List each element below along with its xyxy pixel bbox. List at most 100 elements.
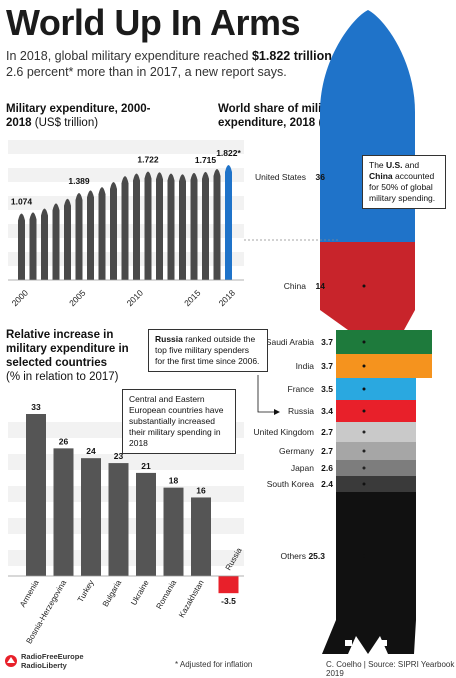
share-value-label: 3.5: [321, 384, 333, 394]
note-text: Central and Eastern European countries h…: [129, 394, 224, 448]
rocket-fins: [322, 620, 416, 654]
grid-band: [8, 140, 244, 154]
share-category-label: Germany: [279, 446, 315, 456]
increase-bar: [26, 414, 46, 576]
share-value-label: 3.4: [321, 406, 333, 416]
increase-category-label: Ukraine: [129, 578, 151, 607]
increase-data-label: 16: [196, 485, 206, 495]
rocket-nose-cone: [320, 10, 415, 112]
logo-line1: RadioFreeEurope: [21, 652, 84, 661]
expenditure-bar: [122, 176, 129, 280]
increase-data-label: 18: [169, 476, 179, 486]
share-category-label: Saudi Arabia: [266, 337, 314, 347]
increase-bar: [219, 576, 239, 593]
increase-data-label: 26: [59, 436, 69, 446]
share-category-label: France: [288, 384, 315, 394]
expenditure-data-label: 1.715: [195, 155, 217, 165]
rocket-segment: [336, 378, 416, 400]
expenditure-bar: [225, 165, 232, 280]
increase-data-label: 21: [141, 461, 151, 471]
expenditure-bar: [99, 187, 106, 280]
share-dot: [363, 555, 366, 558]
rocket-nozzle: [345, 640, 352, 646]
rocket-segment: [336, 442, 416, 460]
russia-arrow-icon: [274, 409, 280, 415]
expenditure-bar: [18, 213, 25, 280]
share-value-label: 2.7: [321, 427, 333, 437]
share-value-label: 3.7: [321, 361, 333, 371]
expenditure-bar: [64, 199, 71, 280]
increase-bar: [54, 448, 74, 576]
expenditure-bar: [156, 172, 163, 280]
expenditure-data-label: 1.822*: [216, 148, 241, 158]
rferl-logo: RadioFreeEurope RadioLiberty: [4, 652, 84, 670]
note-bold-us: U.S.: [386, 160, 403, 170]
share-value-label: 3.7: [321, 337, 333, 347]
expenditure-bar: [133, 174, 140, 280]
share-dot: [363, 341, 366, 344]
share-value-label: 14: [316, 281, 326, 291]
expenditure-data-label: 1.389: [68, 176, 90, 186]
us-china-note: The U.S. and China accounted for 50% of …: [362, 155, 446, 209]
expenditure-tick-label: 2000: [10, 288, 31, 309]
rocket-segment: [336, 492, 416, 620]
rocket-nozzle: [380, 640, 387, 646]
share-category-label: Others: [280, 551, 306, 561]
russia-connector: [258, 375, 278, 412]
share-dot: [363, 388, 366, 391]
rocket-segment: [336, 354, 432, 378]
expenditure-bar: [110, 182, 117, 280]
expenditure-bar: [53, 203, 60, 280]
note-bold-china: China: [369, 171, 393, 181]
share-category-label: Japan: [291, 463, 314, 473]
expenditure-data-label: 1.722: [137, 154, 159, 164]
increase-category-label: Bulgaria: [101, 578, 124, 608]
expenditure-data-label: 1.074: [11, 196, 33, 206]
rocket-segment: [336, 400, 416, 422]
increase-data-label: 33: [31, 402, 41, 412]
note-bold-russia: Russia: [155, 334, 183, 344]
share-category-label: India: [296, 361, 315, 371]
share-dot: [363, 365, 366, 368]
expenditure-tick-label: 2015: [182, 288, 203, 309]
increase-category-label: Turkey: [76, 579, 96, 604]
footnote: * Adjusted for inflation: [175, 660, 252, 669]
expenditure-bar: [214, 169, 221, 280]
expenditure-bar: [145, 171, 152, 280]
increase-bar: [136, 473, 156, 576]
logo-mark-icon: [4, 654, 18, 668]
expenditure-bar: [168, 174, 175, 280]
share-dot: [363, 410, 366, 413]
increase-data-label: 24: [86, 446, 96, 456]
expenditure-bar: [202, 172, 209, 280]
expenditure-bar: [41, 209, 48, 280]
share-dot: [363, 467, 366, 470]
increase-bar: [191, 497, 211, 576]
logo-line2: RadioLiberty: [21, 661, 84, 670]
share-dot: [363, 431, 366, 434]
expenditure-bar: [30, 212, 37, 280]
share-category-label: United Kingdom: [254, 427, 314, 437]
increase-data-label: -3.5: [221, 596, 236, 606]
expenditure-bar: [87, 190, 94, 280]
increase-category-label: Romania: [154, 578, 178, 611]
share-value-label: 2.7: [321, 446, 333, 456]
share-value-label: 36: [316, 172, 326, 182]
expenditure-bar: [179, 174, 186, 280]
expenditure-tick-label: 2010: [125, 288, 146, 309]
rocket-segment: [336, 460, 416, 476]
rocket-segment: [320, 242, 415, 330]
share-value-label: 2.6: [321, 463, 333, 473]
share-dot: [363, 450, 366, 453]
share-category-label: United States: [255, 172, 306, 182]
share-dot: [363, 483, 366, 486]
increase-bar: [81, 458, 101, 576]
share-value-label: 2.4: [321, 479, 333, 489]
share-category-label: China: [284, 281, 306, 291]
expenditure-tick-label: 2018: [217, 288, 238, 309]
increase-category-label: Kazakhstan: [177, 579, 206, 620]
note-text: and: [403, 160, 420, 170]
expenditure-bar: [191, 173, 198, 280]
expenditure-bar: [76, 193, 83, 280]
